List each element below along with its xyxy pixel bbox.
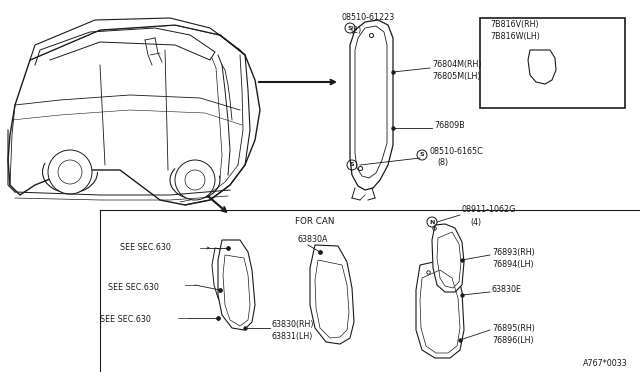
Polygon shape <box>310 245 354 344</box>
Text: SEE SEC.630: SEE SEC.630 <box>108 283 159 292</box>
Text: (8): (8) <box>437 158 448 167</box>
Text: N: N <box>429 219 435 224</box>
Text: 7B816V(RH): 7B816V(RH) <box>490 20 539 29</box>
Text: 76896(LH): 76896(LH) <box>492 336 534 344</box>
Text: (2): (2) <box>350 26 361 35</box>
Text: 08510-6165C: 08510-6165C <box>429 148 483 157</box>
Polygon shape <box>528 50 556 84</box>
Text: SEE SEC.630: SEE SEC.630 <box>100 315 151 324</box>
Text: SEE SEC.630: SEE SEC.630 <box>120 244 171 253</box>
Circle shape <box>48 150 92 194</box>
Polygon shape <box>30 18 245 60</box>
Circle shape <box>175 160 215 200</box>
Text: S: S <box>349 163 355 167</box>
Text: 63831(LH): 63831(LH) <box>272 331 314 340</box>
Text: 63830A: 63830A <box>298 235 328 244</box>
Text: 76804M(RH): 76804M(RH) <box>432 60 481 68</box>
Text: 76893(RH): 76893(RH) <box>492 247 535 257</box>
Text: 63830E: 63830E <box>492 285 522 295</box>
Polygon shape <box>432 224 464 292</box>
Polygon shape <box>212 248 234 305</box>
Text: 7B816W(LH): 7B816W(LH) <box>490 32 540 42</box>
Text: 63830(RH): 63830(RH) <box>272 320 314 328</box>
Text: S: S <box>420 153 424 157</box>
Bar <box>480 18 625 108</box>
Text: FOR CAN: FOR CAN <box>295 218 334 227</box>
Text: 76809B: 76809B <box>434 121 465 129</box>
Text: 76895(RH): 76895(RH) <box>492 324 535 333</box>
Text: 08911-1062G: 08911-1062G <box>462 205 516 215</box>
Text: 08510-61223: 08510-61223 <box>342 13 396 22</box>
Text: A767*0033: A767*0033 <box>583 359 628 369</box>
Polygon shape <box>218 240 255 330</box>
Text: 76894(LH): 76894(LH) <box>492 260 534 269</box>
Polygon shape <box>8 25 260 205</box>
Polygon shape <box>416 260 464 358</box>
Text: S: S <box>348 26 352 31</box>
Text: (4): (4) <box>470 218 481 227</box>
Text: 76805M(LH): 76805M(LH) <box>432 71 481 80</box>
Polygon shape <box>350 20 393 190</box>
